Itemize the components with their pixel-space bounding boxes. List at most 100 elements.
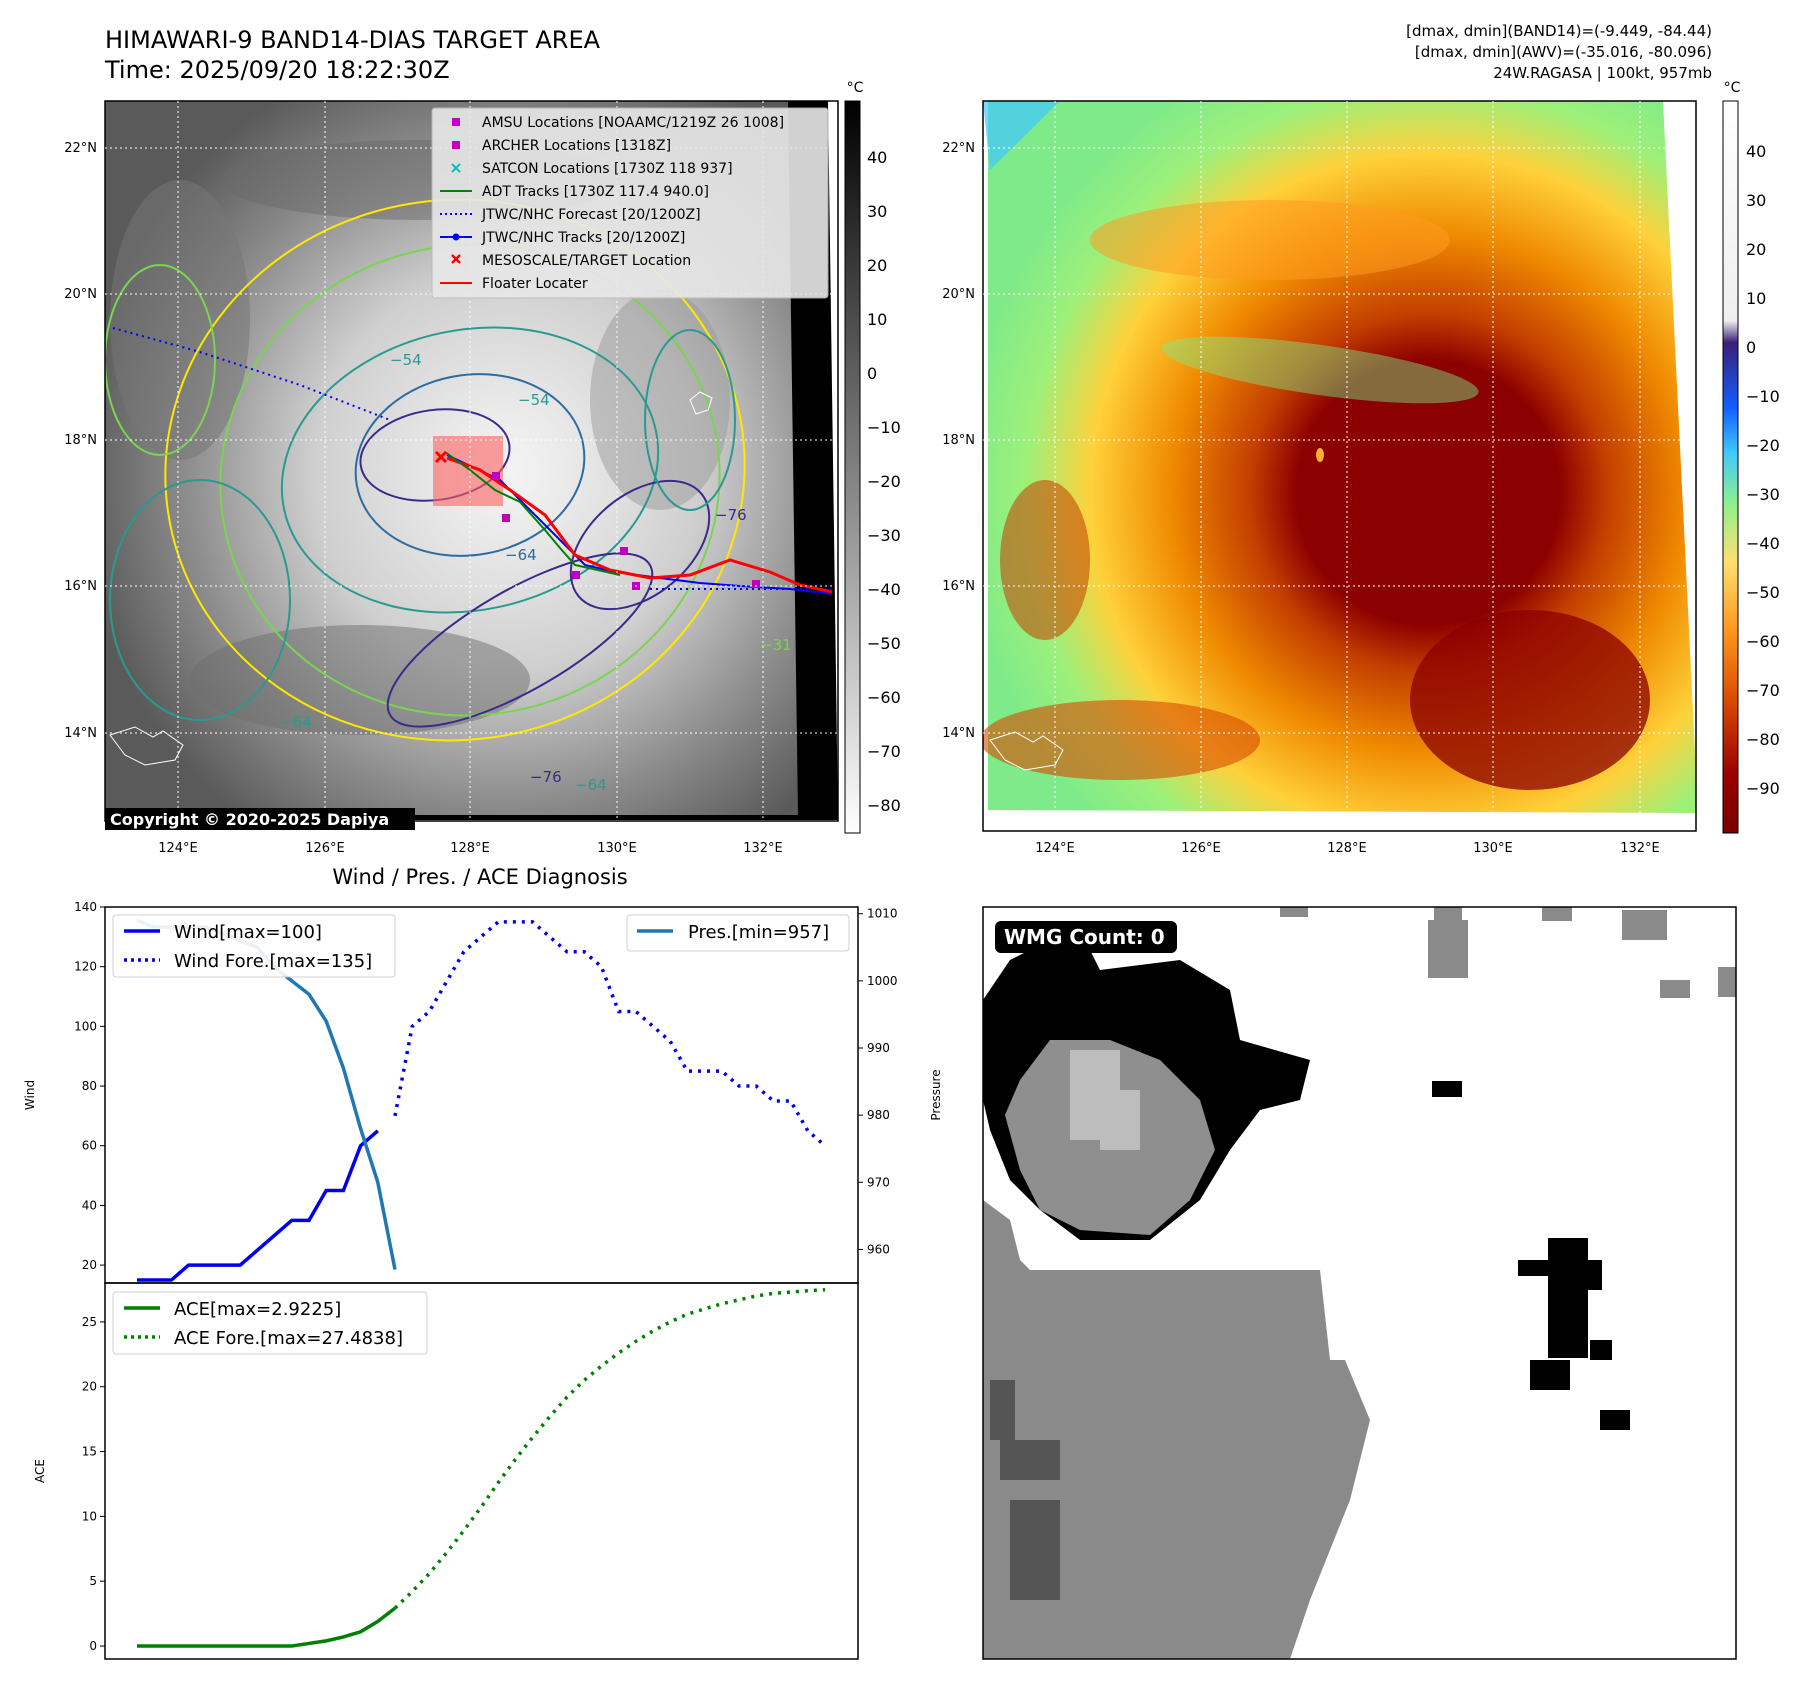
lat-label: 18°N (64, 433, 97, 448)
wind-tick-label: 140 (74, 900, 97, 914)
cbar-tick: 10 (867, 310, 887, 329)
wmg-gray-blocks (983, 907, 1736, 1659)
cbar-tick: −10 (1746, 387, 1780, 406)
legend-entry: AMSU Locations [NOAAMC/1219Z 26 1008] (482, 115, 784, 131)
legend-entry: SATCON Locations [1730Z 118 937] (482, 161, 733, 177)
map-a-lon-labels: 124°E 126°E 128°E 130°E 132°E (158, 841, 783, 856)
ace-series (137, 1287, 826, 1648)
legend-entry: ACE[max=2.9225] (174, 1299, 341, 1320)
cbar-tick: −70 (1746, 681, 1780, 700)
cbar-tick: −70 (867, 742, 901, 761)
wind-tick-label: 80 (82, 1079, 97, 1093)
cbar-tick: 0 (867, 364, 877, 383)
cbar-tick: 20 (867, 256, 887, 275)
lon-label: 130°E (1473, 841, 1513, 856)
pres-tick-label: 980 (867, 1108, 890, 1122)
amsu-legend-icon (452, 118, 460, 126)
lat-label: 20°N (64, 287, 97, 302)
lat-label: 22°N (64, 141, 97, 156)
ir-map-frame (104, 100, 839, 822)
ace-tick-label: 5 (89, 1574, 97, 1588)
cbar-tick: 40 (867, 148, 887, 167)
cbar-tick: −80 (867, 796, 901, 815)
colorbar-unit: °C (1724, 80, 1741, 96)
contour-label: −54 (518, 391, 550, 409)
ace-tick-label: 20 (82, 1380, 97, 1394)
pres-tick-label: 1010 (867, 907, 898, 921)
cbar-tick: −20 (1746, 436, 1780, 455)
mesoscale-marker (434, 450, 448, 464)
pres-tick-label: 1000 (867, 974, 898, 988)
map-legend: AMSU Locations [NOAAMC/1219Z 26 1008] AR… (431, 107, 829, 299)
archer-legend-icon (452, 141, 460, 149)
cbar-tick: −50 (1746, 583, 1780, 602)
contour-label: −64 (575, 776, 607, 794)
contour-label: −54 (390, 351, 422, 369)
lon-label: 130°E (597, 841, 637, 856)
lat-label: 14°N (64, 726, 97, 741)
mesoscale-legend-icon (451, 254, 461, 264)
wind-yticks: 140 120 100 80 60 40 20 (74, 900, 105, 1272)
copyright: Copyright © 2020-2025 Dapiya (110, 810, 389, 829)
ace-legend: ACE[max=2.9225] ACE Fore.[max=27.4838] (112, 1291, 428, 1355)
pres-tick-label: 990 (867, 1041, 890, 1055)
coastlines-b (989, 731, 1064, 771)
contour-label: −31 (760, 636, 792, 654)
contour-label-group: −54 −54 −64 −76 −64 −76 −64 −31 (280, 351, 792, 794)
cbar-tick: −50 (867, 634, 901, 653)
copyright-bg (105, 808, 415, 830)
cbar-tick: −30 (1746, 485, 1780, 504)
lon-label: 132°E (743, 841, 783, 856)
wmg-dark-blocks (990, 1380, 1060, 1600)
series-line-wind (137, 1129, 379, 1282)
pres-tick-label: 970 (867, 1175, 890, 1189)
cbar-tick: 0 (1746, 338, 1756, 357)
contour-label: −64 (505, 546, 537, 564)
wmg-east-blob (1432, 1081, 1630, 1430)
floater-track (446, 456, 833, 594)
legend-entry: MESOSCALE/TARGET Location (482, 253, 691, 269)
map-a-lat-labels: 22°N 20°N 18°N 16°N 14°N (64, 141, 97, 741)
cbar-tick: 30 (867, 202, 887, 221)
info-storm: 24W.RAGASA | 100kt, 957mb (1493, 64, 1712, 82)
wind-tick-label: 60 (82, 1139, 97, 1153)
lat-label: 18°N (942, 433, 975, 448)
wind-tick-label: 20 (82, 1258, 97, 1272)
colorbar-awv: °C 40 30 20 10 0 −10 −20 −30 −40 −50 −60… (1722, 80, 1780, 834)
ace-tick-label: 25 (82, 1315, 97, 1329)
cbar-tick: −20 (867, 472, 901, 491)
cbar-tick: 20 (1746, 240, 1766, 259)
legend-entry: Wind Fore.[max=135] (174, 951, 372, 972)
ir-contours (105, 198, 746, 742)
lat-label: 16°N (942, 579, 975, 594)
ace-tick-label: 10 (82, 1509, 97, 1523)
lon-label: 124°E (1035, 841, 1075, 856)
legend-entry: Wind[max=100] (174, 922, 322, 943)
colorbar-unit: °C (847, 80, 864, 96)
cbar-tick: 10 (1746, 289, 1766, 308)
series-line-wind-forecast (393, 920, 827, 1148)
cbar-tick: 40 (1746, 142, 1766, 161)
cbar-tick: −40 (867, 580, 901, 599)
coastlines (109, 391, 713, 766)
contour-label: −64 (280, 713, 312, 731)
satcon-legend-icon (451, 163, 461, 173)
cbar-tick: 30 (1746, 191, 1766, 210)
lat-label: 16°N (64, 579, 97, 594)
lat-label: 20°N (942, 287, 975, 302)
contour-label: −76 (530, 768, 562, 786)
series-line-ace-forecast (393, 1287, 826, 1610)
legend-entry: Floater Locater (482, 276, 588, 292)
ace-tick-label: 15 (82, 1445, 97, 1459)
lon-label: 128°E (450, 841, 490, 856)
awv-map-frame (982, 100, 1697, 832)
pres-tick-label: 960 (867, 1242, 890, 1256)
info-band14: [dmax, dmin](BAND14)=(-9.449, -84.44) (1406, 22, 1712, 40)
wind-tick-label: 40 (82, 1198, 97, 1212)
colorbar-ir: °C 40 30 20 10 0 −10 −20 −30 −40 −50 −60… (844, 80, 901, 834)
figure-time: Time: 2025/09/20 18:22:30Z (105, 56, 450, 84)
wind-ylabel: Wind (23, 1080, 37, 1110)
lon-label: 124°E (158, 841, 198, 856)
ace-axes (104, 1282, 859, 1660)
